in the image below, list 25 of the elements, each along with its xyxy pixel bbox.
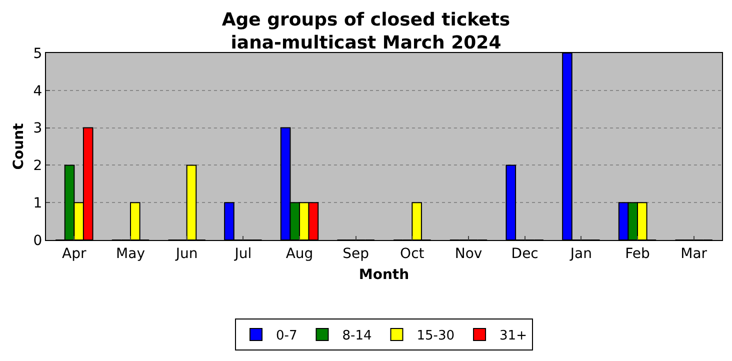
x-tick-label: Jun (174, 246, 198, 262)
y-tick-label: 2 (33, 158, 42, 174)
chart-title: Age groups of closed tickets iana-multicast March 2024 (222, 9, 510, 54)
x-tick-label: Sep (342, 246, 370, 262)
y-tick-label: 5 (33, 46, 42, 62)
y-tick-label: 1 (33, 196, 42, 212)
x-tick-label: Dec (511, 246, 538, 262)
x-tick-label: Aug (286, 246, 314, 262)
x-tick-label: Oct (400, 246, 425, 262)
x-tick-label: Jul (234, 246, 252, 262)
legend-label: 8-14 (342, 328, 372, 344)
x-tick-label: Apr (62, 246, 87, 262)
legend-label: 0-7 (276, 328, 298, 344)
x-tick-label: Nov (454, 246, 482, 262)
x-tick-label: Mar (680, 246, 708, 262)
x-tick-label: Jan (569, 246, 592, 262)
y-tick-label: 4 (33, 83, 42, 100)
legend-label: 15-30 (416, 328, 455, 344)
legend-label: 31+ (500, 328, 527, 344)
y-axis-title: Count (10, 122, 27, 170)
x-tick-label: Feb (625, 246, 650, 262)
x-tick-label: May (116, 246, 145, 262)
x-axis-title: Month (358, 267, 410, 284)
y-tick-label: 0 (33, 232, 42, 249)
y-tick-label: 3 (33, 120, 42, 137)
